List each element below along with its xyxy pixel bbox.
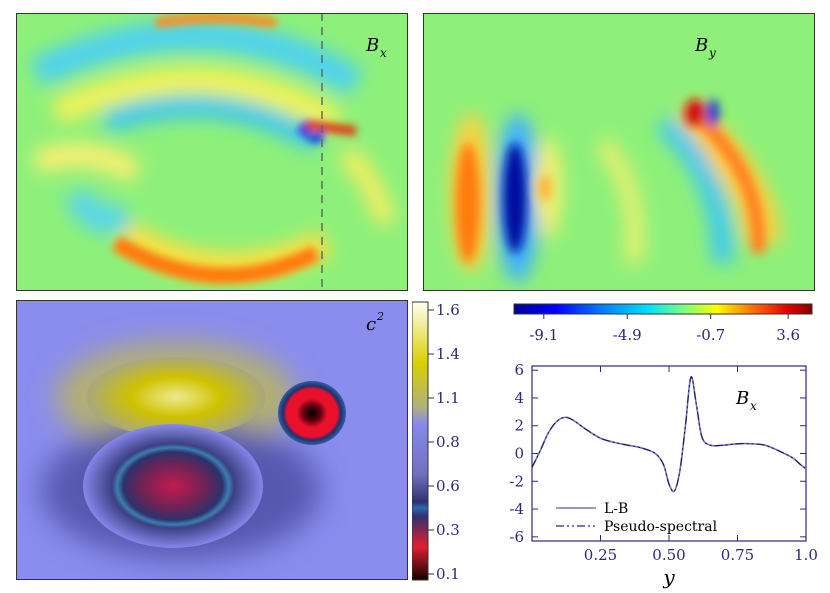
legend: L-B Pseudo-spectral bbox=[556, 501, 718, 535]
bx-line-chart: 6 4 2 0 -2 -4 -6 0.25 0.50 0.75 1.0 B x y L-B Pseu… bbox=[509, 361, 818, 589]
x-tick-label: 0.75 bbox=[721, 546, 754, 564]
by-field-panel: B y bbox=[423, 13, 815, 291]
y-tick-label: 4 bbox=[514, 389, 524, 407]
y-tick-label: 0 bbox=[514, 445, 524, 463]
x-tick-label: 0.25 bbox=[584, 546, 617, 564]
c2-colorbar-tick: 1.1 bbox=[436, 389, 460, 407]
x-axis-label: y bbox=[662, 565, 675, 589]
by-panel-label: B bbox=[694, 35, 708, 56]
legend-entry-lb: L-B bbox=[604, 501, 628, 517]
legend-entry-ps: Pseudo-spectral bbox=[604, 519, 718, 535]
y-tick-label: 6 bbox=[514, 361, 524, 379]
bx-field-panel: B x bbox=[16, 13, 408, 291]
c2-field-panel: c 2 bbox=[16, 300, 408, 580]
y-tick-label: -4 bbox=[509, 500, 524, 518]
b-colorbar-tick: -9.1 bbox=[529, 326, 558, 344]
by-panel-label-sub: y bbox=[708, 46, 716, 60]
c2-colorbar-tick: 1.6 bbox=[436, 301, 460, 319]
b-colorbar-tick: -0.7 bbox=[696, 326, 725, 344]
x-tick-label: 1.0 bbox=[794, 546, 818, 564]
c2-colorbar-tick: 0.1 bbox=[436, 565, 460, 583]
c2-colorbar: 1.6 1.4 1.1 0.8 0.6 0.3 0.1 bbox=[412, 301, 460, 583]
c2-colorbar-tick: 1.4 bbox=[436, 345, 460, 363]
b-colorbar: -9.1 -4.9 -0.7 3.6 bbox=[513, 303, 813, 344]
series-line-pseudo-spectral bbox=[531, 376, 807, 493]
b-colorbar-tick: 3.6 bbox=[776, 326, 800, 344]
chart-label-sub: x bbox=[750, 399, 757, 413]
c2-colorbar-tick: 0.8 bbox=[436, 433, 460, 451]
chart-label: B bbox=[735, 388, 749, 409]
y-tick-label: -6 bbox=[509, 528, 524, 546]
y-tick-label: 2 bbox=[514, 417, 524, 435]
bx-panel-label-sub: x bbox=[380, 46, 387, 60]
c2-panel-label: c bbox=[366, 314, 376, 335]
c2-colorbar-tick: 0.3 bbox=[436, 521, 460, 539]
y-tick-label: -2 bbox=[509, 472, 524, 490]
plot-frame bbox=[531, 365, 807, 542]
bx-panel-label: B bbox=[365, 35, 379, 56]
x-tick-label: 0.50 bbox=[652, 546, 685, 564]
b-colorbar-tick: -4.9 bbox=[613, 326, 642, 344]
c2-panel-label-sup: 2 bbox=[376, 310, 384, 323]
c2-colorbar-tick: 0.6 bbox=[436, 477, 460, 495]
